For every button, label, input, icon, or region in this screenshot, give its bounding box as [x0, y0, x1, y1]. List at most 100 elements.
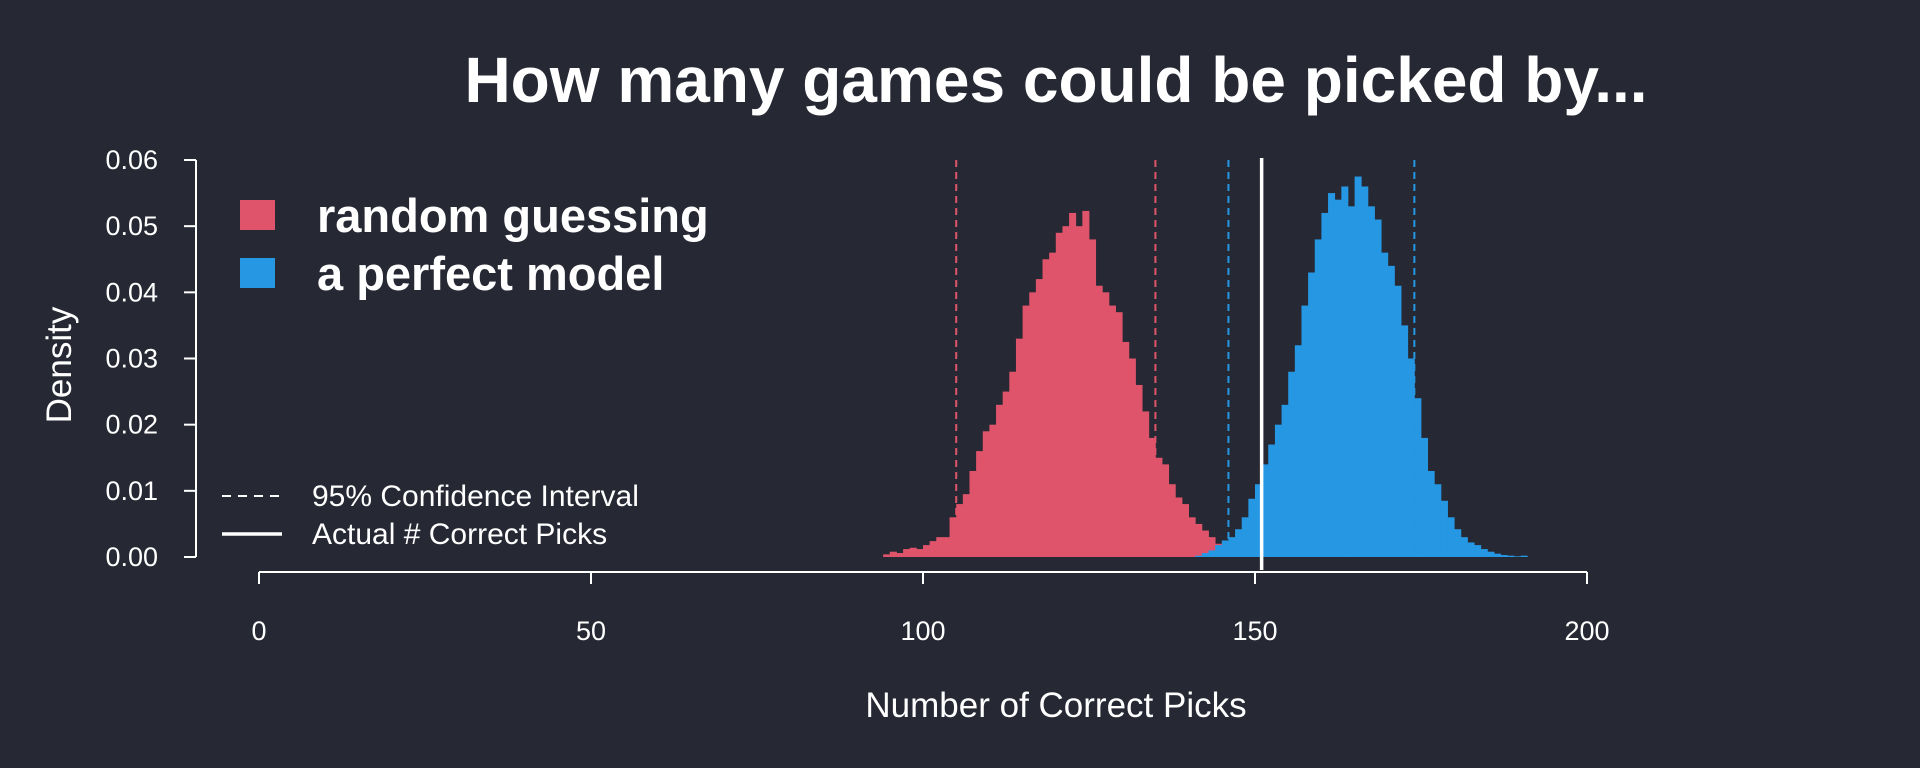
- bar-a-perfect-model-185: [1487, 551, 1495, 557]
- bar-random-guessing-120: [1055, 232, 1063, 557]
- bar-random-guessing-96: [896, 553, 904, 557]
- legend: random guessing a perfect model 95% Conf…: [222, 189, 709, 551]
- x-tick-label-200: 200: [1564, 616, 1609, 646]
- y-tick-label-0.06: 0.06: [105, 145, 158, 175]
- bar-random-guessing-135: [1155, 457, 1163, 557]
- bar-a-perfect-model-188: [1507, 555, 1515, 557]
- bar-random-guessing-100: [923, 545, 931, 557]
- bar-a-perfect-model-149: [1248, 498, 1256, 557]
- bar-a-perfect-model-186: [1494, 553, 1502, 557]
- legend-swatch-perfect-model: [240, 258, 275, 288]
- bar-random-guessing-139: [1181, 504, 1189, 557]
- bar-random-guessing-99: [916, 549, 924, 557]
- bar-a-perfect-model-142: [1201, 553, 1209, 557]
- bar-random-guessing-142: [1201, 530, 1209, 557]
- histogram-bars: [883, 176, 1528, 558]
- bar-a-perfect-model-180: [1454, 529, 1462, 557]
- bar-random-guessing-95: [889, 551, 897, 557]
- bar-random-guessing-113: [1009, 371, 1017, 557]
- bar-random-guessing-119: [1049, 252, 1057, 557]
- bar-random-guessing-114: [1015, 338, 1023, 557]
- bar-a-perfect-model-161: [1328, 193, 1336, 557]
- y-axis: 0.00 0.01 0.02 0.03 0.04 0.05 0.06: [105, 145, 197, 572]
- bar-a-perfect-model-160: [1321, 212, 1329, 557]
- bar-random-guessing-133: [1142, 411, 1150, 557]
- bar-a-perfect-model-168: [1374, 219, 1382, 558]
- bar-random-guessing-127: [1102, 292, 1110, 557]
- bar-random-guessing-102: [936, 537, 944, 557]
- bar-a-perfect-model-182: [1467, 542, 1475, 557]
- y-tick-label-0.04: 0.04: [105, 277, 158, 307]
- legend-label-random-guessing: random guessing: [317, 189, 709, 242]
- bar-random-guessing-97: [903, 549, 911, 557]
- bar-a-perfect-model-165: [1354, 176, 1362, 558]
- bar-random-guessing-134: [1148, 437, 1156, 557]
- bar-a-perfect-model-155: [1288, 371, 1296, 557]
- bar-a-perfect-model-175: [1421, 437, 1429, 557]
- bar-a-perfect-model-152: [1268, 444, 1276, 557]
- bar-random-guessing-129: [1115, 312, 1123, 557]
- y-axis-label: Density: [40, 306, 79, 423]
- bar-a-perfect-model-145: [1221, 540, 1229, 557]
- bar-random-guessing-126: [1095, 285, 1103, 557]
- bar-random-guessing-105: [956, 504, 964, 557]
- bar-a-perfect-model-173: [1407, 358, 1415, 557]
- bar-random-guessing-141: [1195, 523, 1203, 557]
- y-tick-label-0.00: 0.00: [105, 542, 158, 572]
- bar-random-guessing-111: [996, 404, 1004, 557]
- bar-random-guessing-103: [942, 537, 950, 557]
- bar-random-guessing-110: [989, 424, 997, 557]
- bar-random-guessing-115: [1022, 305, 1030, 557]
- bar-random-guessing-128: [1108, 305, 1116, 557]
- bar-random-guessing-118: [1042, 259, 1050, 557]
- legend-swatch-random-guessing: [240, 200, 275, 230]
- bar-random-guessing-94: [883, 554, 891, 557]
- bar-a-perfect-model-181: [1460, 537, 1468, 557]
- bar-random-guessing-143: [1208, 537, 1216, 557]
- bar-a-perfect-model-148: [1241, 517, 1249, 557]
- bar-a-perfect-model-157: [1301, 305, 1309, 557]
- bar-a-perfect-model-150: [1255, 484, 1263, 557]
- y-tick-label-0.03: 0.03: [105, 344, 158, 374]
- bar-a-perfect-model-158: [1308, 272, 1316, 557]
- bar-random-guessing-136: [1162, 464, 1170, 557]
- bar-random-guessing-104: [949, 517, 957, 557]
- x-tick-label-0: 0: [251, 616, 266, 646]
- bar-a-perfect-model-141: [1195, 555, 1203, 557]
- bar-random-guessing-117: [1035, 279, 1043, 557]
- bar-random-guessing-138: [1175, 497, 1183, 557]
- reference-lines: [955, 158, 1416, 570]
- bar-a-perfect-model-147: [1235, 529, 1243, 557]
- bar-a-perfect-model-189: [1513, 556, 1521, 557]
- bar-random-guessing-124: [1082, 210, 1090, 557]
- bar-a-perfect-model-172: [1401, 325, 1409, 557]
- bar-a-perfect-model-179: [1447, 517, 1455, 557]
- bar-a-perfect-model-143: [1208, 550, 1216, 557]
- bar-a-perfect-model-171: [1394, 285, 1402, 557]
- bar-random-guessing-109: [982, 431, 990, 557]
- bar-a-perfect-model-183: [1474, 545, 1482, 557]
- legend-label-actual: Actual # Correct Picks: [312, 518, 607, 551]
- bar-a-perfect-model-190: [1520, 555, 1528, 557]
- bar-random-guessing-122: [1069, 212, 1077, 557]
- y-tick-label-0.02: 0.02: [105, 410, 158, 440]
- bar-a-perfect-model-178: [1440, 500, 1448, 557]
- bar-random-guessing-132: [1135, 384, 1143, 557]
- bar-a-perfect-model-176: [1427, 470, 1435, 557]
- bar-random-guessing-140: [1188, 517, 1196, 557]
- chart-title: How many games could be picked by...: [464, 44, 1647, 116]
- bar-random-guessing-98: [909, 547, 917, 557]
- bar-random-guessing-125: [1089, 239, 1097, 557]
- bar-a-perfect-model-156: [1294, 345, 1302, 557]
- x-tick-label-100: 100: [900, 616, 945, 646]
- bar-a-perfect-model-151: [1261, 464, 1269, 557]
- bar-a-perfect-model-166: [1361, 186, 1369, 557]
- bar-a-perfect-model-159: [1314, 239, 1322, 557]
- x-tick-label-50: 50: [576, 616, 606, 646]
- bar-random-guessing-101: [929, 541, 937, 557]
- bar-a-perfect-model-144: [1215, 545, 1223, 557]
- y-tick-label-0.01: 0.01: [105, 476, 158, 506]
- bar-a-perfect-model-163: [1341, 186, 1349, 557]
- y-tick-label-0.05: 0.05: [105, 211, 158, 241]
